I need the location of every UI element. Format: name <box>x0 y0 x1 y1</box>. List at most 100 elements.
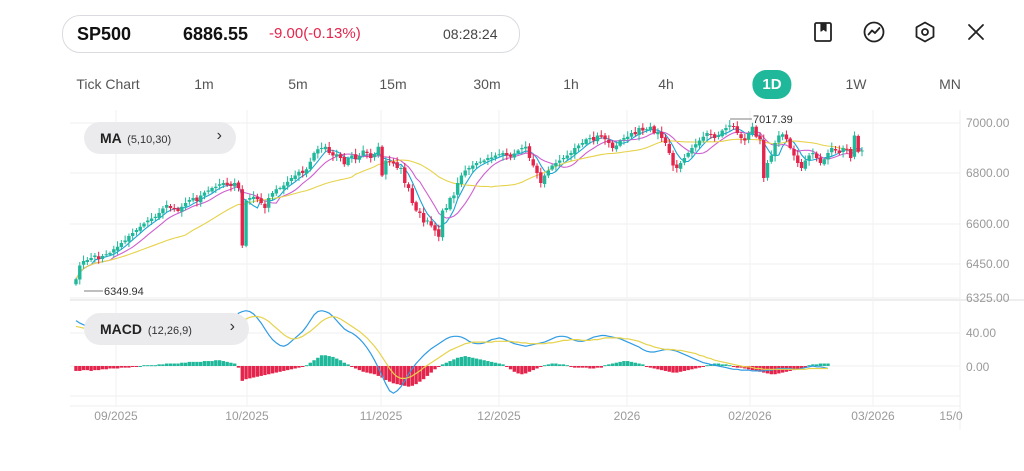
candle <box>758 135 762 140</box>
candle <box>115 246 120 251</box>
candle <box>474 163 479 166</box>
candle <box>656 131 660 135</box>
macd-bar <box>391 366 396 384</box>
date-tick-3: 12/2025 <box>477 409 521 423</box>
candle <box>592 137 596 141</box>
tab-15m[interactable]: 15m <box>379 76 407 92</box>
time-label: 08:28:24 <box>443 26 498 42</box>
candle <box>225 182 229 185</box>
candle <box>93 255 97 257</box>
candle <box>516 150 520 154</box>
macd-bar <box>796 366 800 370</box>
macd-bar <box>210 361 214 366</box>
date-tick-4: 2026 <box>614 409 641 423</box>
macd-bar <box>127 366 131 368</box>
macd-bar <box>682 366 687 371</box>
candle <box>550 165 554 170</box>
candle <box>346 158 350 165</box>
candle <box>255 196 260 200</box>
tab-mn[interactable]: MN <box>939 76 961 92</box>
candle <box>452 195 456 199</box>
candle <box>531 159 535 166</box>
tab-1w[interactable]: 1W <box>845 76 867 92</box>
macd-bar <box>584 366 588 368</box>
settings-hexagon-icon[interactable] <box>913 20 937 44</box>
candle <box>395 162 399 168</box>
macd-bar <box>369 366 373 374</box>
ma-name: MA <box>100 130 122 146</box>
macd-bar <box>387 366 392 382</box>
macd-bar <box>622 361 626 366</box>
candle <box>610 142 615 148</box>
candle <box>784 134 789 140</box>
ma-indicator-chip[interactable]: MA (5,10,30) › <box>84 122 236 154</box>
candle <box>270 193 275 197</box>
candle <box>108 253 112 255</box>
candle <box>690 148 694 154</box>
macd-bar <box>614 362 619 366</box>
candle <box>149 218 154 221</box>
trend-icon[interactable] <box>862 20 886 44</box>
macd-bar <box>361 366 365 372</box>
candle <box>792 149 796 156</box>
macd-bar <box>149 365 154 367</box>
candle <box>459 175 464 184</box>
candle <box>471 165 475 169</box>
candle <box>369 153 373 158</box>
macd-bar <box>618 361 622 366</box>
candle <box>406 184 411 188</box>
macd-bar <box>221 361 226 366</box>
candle <box>210 188 214 192</box>
candle <box>251 196 256 199</box>
candle <box>361 150 365 156</box>
macd-bar <box>335 358 339 366</box>
candle <box>686 153 690 157</box>
candle <box>818 157 823 163</box>
candle <box>743 138 747 141</box>
macd-bar <box>146 365 150 367</box>
candle <box>482 160 486 163</box>
price-chart[interactable]: 7017.39 6349.94 7000.00 6800.00 6600.00 … <box>0 100 1024 430</box>
chevron-right-icon: › <box>216 127 222 144</box>
macd-indicator-chip[interactable]: MACD (12,26,9) › <box>84 313 249 345</box>
macd-bar <box>467 356 471 366</box>
tab-1m[interactable]: 1m <box>194 76 214 92</box>
macd-bar <box>161 364 165 366</box>
macd-bar <box>520 366 524 375</box>
candle <box>142 223 146 227</box>
tab-4h[interactable]: 4h <box>658 76 674 92</box>
bookmark-icon[interactable] <box>811 20 835 44</box>
candle <box>391 161 396 164</box>
close-icon[interactable] <box>964 20 988 44</box>
candle <box>229 183 233 186</box>
date-tick-5: 02/2026 <box>728 409 772 423</box>
macd-bar <box>119 366 124 368</box>
candle <box>267 198 271 208</box>
macd-bar <box>187 361 192 366</box>
tab-1d[interactable]: 1D <box>752 70 792 99</box>
candle <box>663 137 668 143</box>
macd-bar <box>633 362 637 366</box>
candle <box>709 134 713 135</box>
candle <box>100 256 105 259</box>
candle <box>444 208 449 210</box>
tab-5m[interactable]: 5m <box>288 76 308 92</box>
tab-tick-chart[interactable]: Tick Chart <box>76 76 140 92</box>
symbol-label[interactable]: SP500 <box>77 24 132 44</box>
candle <box>214 186 218 188</box>
candle <box>164 205 169 208</box>
tab-1h[interactable]: 1h <box>563 76 579 92</box>
candle <box>448 198 452 210</box>
tab-30m[interactable]: 30m <box>473 76 501 92</box>
macd-bar <box>561 364 566 366</box>
macd-bar <box>554 363 558 366</box>
candle <box>331 152 335 156</box>
candle <box>365 151 369 153</box>
macd-bar <box>233 363 237 366</box>
macd-bar <box>807 365 811 367</box>
macd-bar <box>108 366 112 369</box>
candle <box>437 229 441 237</box>
macd-bar <box>731 366 736 367</box>
candle <box>467 168 471 170</box>
candle <box>187 200 192 202</box>
